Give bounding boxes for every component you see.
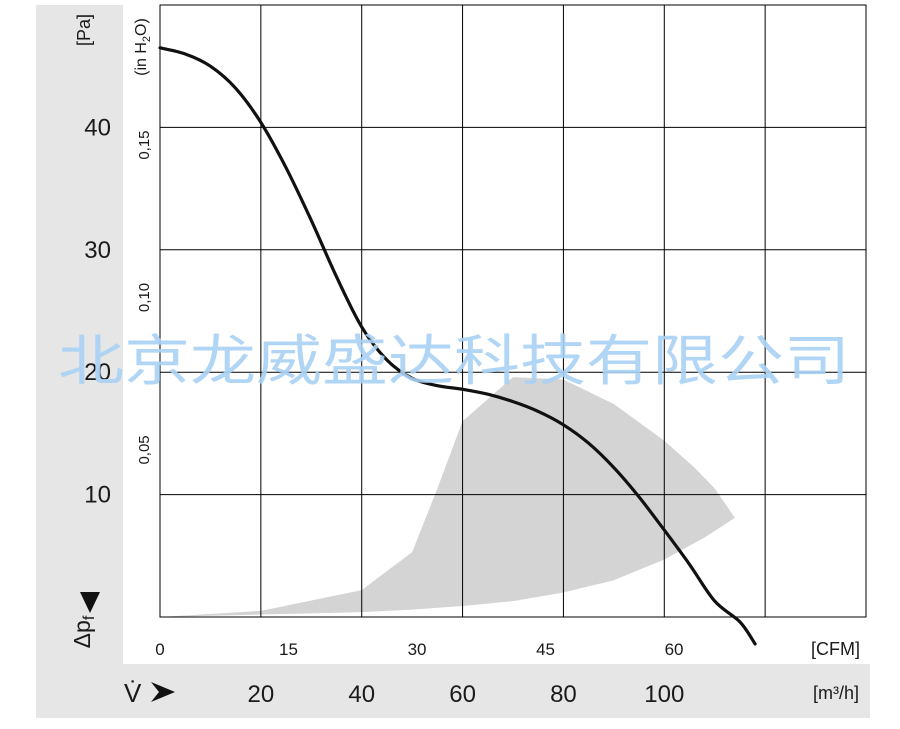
- m3h-tick-label: 60: [449, 681, 476, 708]
- cfm-tick-label: 30: [408, 640, 427, 659]
- left-band: [36, 5, 123, 718]
- inh2o-tick-labels: 0,15 0,10 0,05: [136, 130, 153, 464]
- inh2o-tick-label: 0,10: [136, 283, 153, 312]
- operating-range-region: [160, 377, 735, 617]
- m3h-unit-label: [m³/h]: [813, 683, 859, 703]
- m3h-tick-label: 80: [550, 681, 577, 708]
- cfm-tick-label: 0: [155, 640, 164, 659]
- m3h-tick-label: 20: [248, 681, 275, 708]
- plot-frame: [159, 4, 867, 618]
- cfm-tick-label: 60: [665, 640, 684, 659]
- inh2o-tick-label: 0,15: [136, 130, 153, 159]
- pa-tick-label: 10: [84, 482, 111, 509]
- pa-tick-labels: 40 30 20 10: [84, 114, 111, 508]
- pressure-axis-title: Δpf: [69, 615, 98, 648]
- cfm-unit-label: [CFM]: [811, 639, 860, 659]
- inh2o-unit-label: (in H2O): [133, 18, 153, 76]
- cfm-tick-label: 15: [279, 640, 298, 659]
- flow-axis-title: V̇: [124, 678, 142, 708]
- bottom-band: [36, 664, 870, 718]
- m3h-tick-labels: 20 40 60 80 100: [248, 681, 685, 708]
- grid: [159, 4, 867, 618]
- watermark: 北京龙威盛达科技有限公司: [58, 329, 850, 393]
- pressure-axis-arrow-icon: [80, 592, 100, 613]
- cfm-tick-label: 45: [536, 640, 555, 659]
- flow-axis-arrow-icon: [151, 682, 175, 702]
- m3h-tick-label: 40: [348, 681, 375, 708]
- pa-tick-label: 20: [84, 359, 111, 386]
- fan-curve-line: [158, 46, 757, 646]
- pa-tick-label: 40: [84, 114, 111, 141]
- pa-unit-label: [Pa]: [74, 14, 94, 46]
- inh2o-tick-label: 0,05: [136, 435, 153, 464]
- m3h-tick-label: 100: [644, 681, 684, 708]
- pa-tick-label: 30: [84, 237, 111, 264]
- cfm-tick-labels: 0 15 30 45 60: [155, 640, 683, 659]
